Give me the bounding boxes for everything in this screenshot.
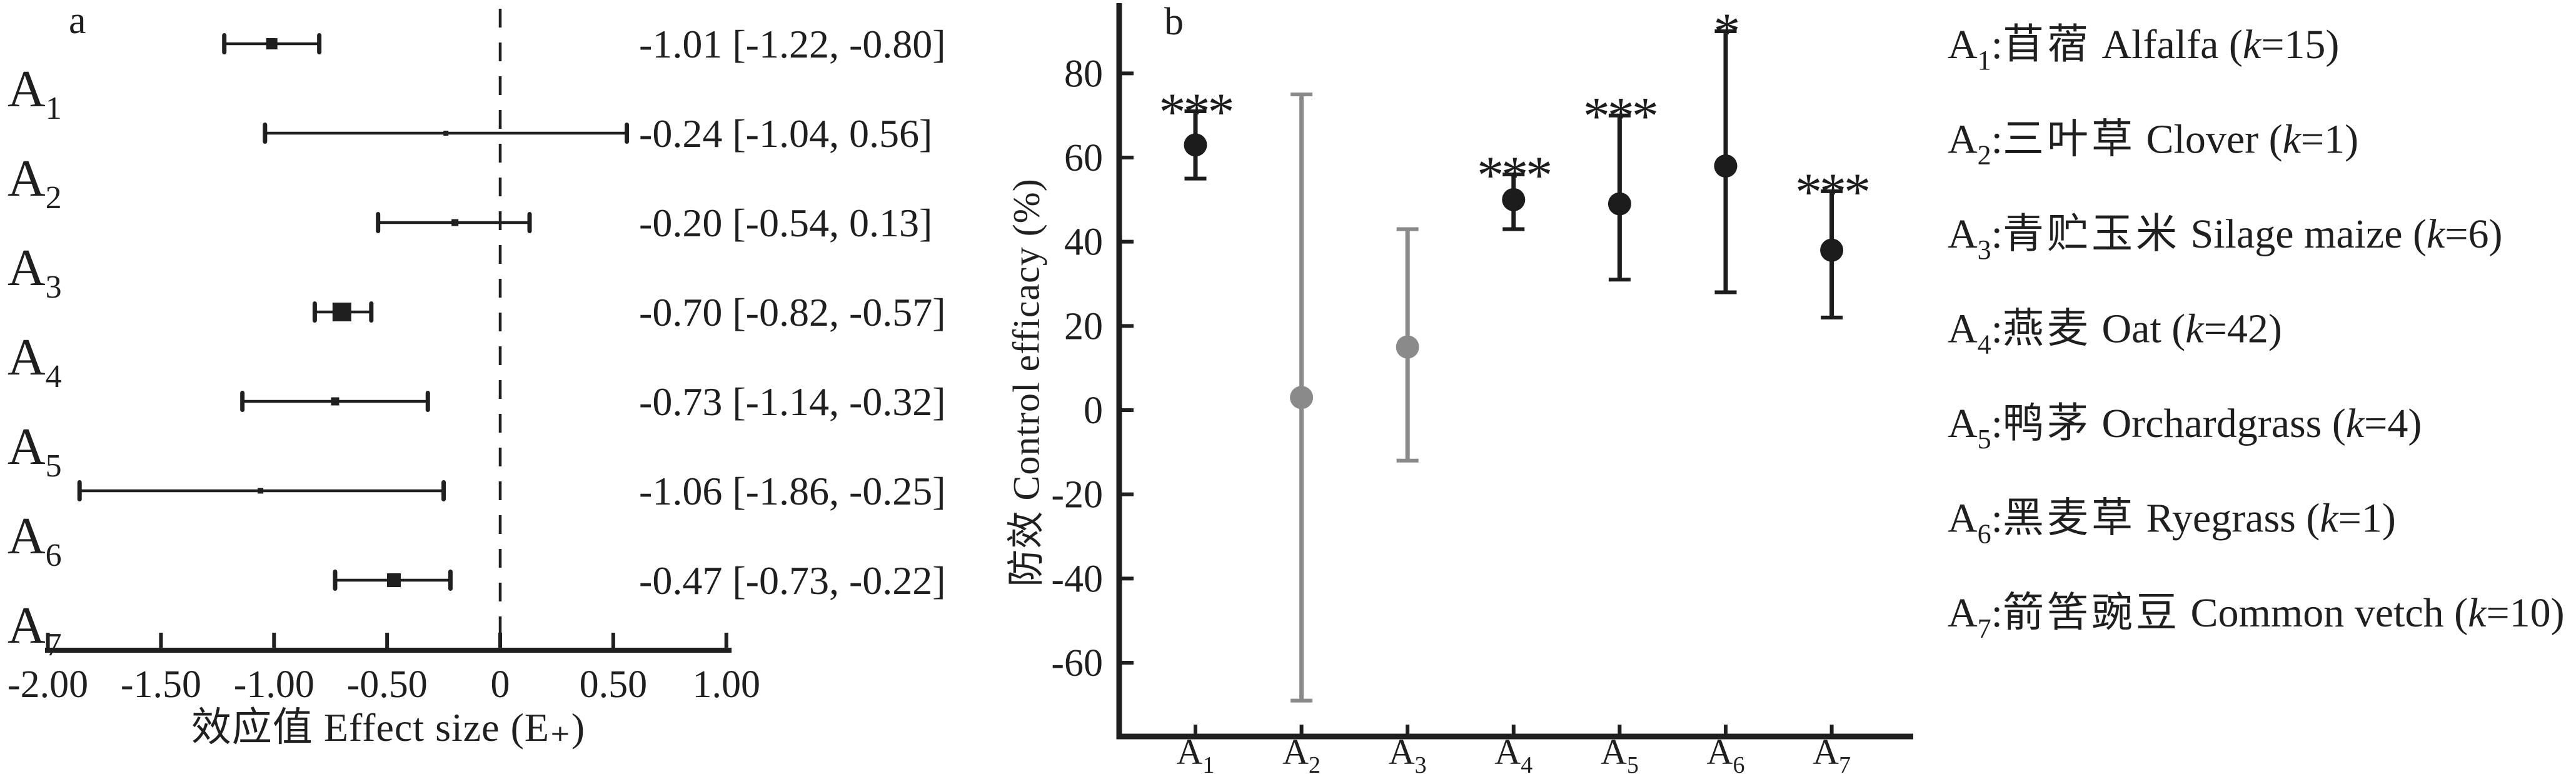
mean-dot-marker (1714, 154, 1738, 178)
panel-b-y-tick-label: 0 (1084, 390, 1103, 432)
significance-stars: *** (1477, 145, 1550, 205)
forest-row-label: A3 (8, 239, 62, 305)
panel-a-x-tick-label: -2.00 (8, 663, 88, 706)
forest-row-A6: A6 -1.06 [-1.86, -0.25] (8, 469, 946, 573)
mean-square-marker (331, 397, 340, 406)
legend-item-A6: A6:黑麦草 Ryegrass (k=1) (1948, 496, 2396, 550)
mean-dot-marker (1290, 386, 1314, 410)
forest-row-label: A4 (8, 328, 62, 395)
mean-square-marker (332, 303, 351, 321)
significance-stars: *** (1795, 162, 1868, 222)
panel-b-y-tick-label: -20 (1051, 474, 1103, 516)
panel-b-y-tick-label: 80 (1064, 53, 1103, 95)
forest-ci-text: -0.70 [-0.82, -0.57] (639, 290, 946, 334)
mean-square-marker (451, 219, 459, 226)
forest-row-label: A1 (8, 60, 62, 126)
mean-square-marker (443, 131, 449, 136)
mean-square-marker (258, 488, 264, 494)
legend-item-A2: A2:三叶草 Clover (k=1) (1948, 117, 2358, 171)
significance-stars: *** (1583, 86, 1656, 146)
panel-a-x-tick-label: 0 (491, 663, 510, 706)
efficacy-point-A3 (1396, 227, 1419, 463)
forest-row-label: A2 (8, 149, 62, 216)
significance-stars: *** (1159, 82, 1232, 142)
forest-row-A7: A7 -0.47 [-0.73, -0.22] (8, 558, 946, 663)
panel-a-forest-plot: -2.00 -1.50 -1.00 -0.50 0 0.50 1.00 A1 -1.01 [-1… (8, 9, 946, 706)
panel-b-letter: b (1164, 1, 1184, 43)
significance-stars: * (1714, 2, 1738, 62)
panel-b-y-tick-label: 20 (1064, 305, 1103, 348)
efficacy-point-A2 (1290, 93, 1314, 703)
panel-b-y-tick-label: -60 (1051, 642, 1103, 685)
panel-a-x-axis-title: 效应值 Effect size (E₊) (191, 705, 586, 750)
efficacy-point-A7: *** (1795, 162, 1871, 319)
mean-dot-marker (1396, 335, 1419, 359)
panel-b-y-tick-label: 40 (1064, 221, 1103, 264)
panel-b-category-label: A2 (1282, 731, 1321, 774)
panel-b-category-label: A1 (1177, 731, 1215, 774)
panel-b-category-label: A7 (1813, 731, 1851, 774)
panel-b-y-axis-title: 防效 Control efficacy (%) (1005, 178, 1047, 587)
legend-item-A7: A7:箭筈豌豆 Common vetch (k=10) (1948, 590, 2565, 644)
forest-ci-text: -1.06 [-1.86, -0.25] (639, 469, 946, 513)
panel-a-x-tick-label: -1.50 (121, 663, 201, 706)
efficacy-point-A5: *** (1583, 86, 1659, 282)
legend-item-A4: A4:燕麦 Oat (k=42) (1948, 306, 2282, 360)
panel-b-category-label: A5 (1601, 731, 1639, 774)
forest-row-A1: A1 -1.01 [-1.22, -0.80] (8, 22, 946, 126)
forest-row-A2: A2 -0.24 [-1.04, 0.56] (8, 111, 932, 216)
forest-ci-text: -0.20 [-0.54, 0.13] (639, 201, 932, 245)
panel-b-category-label: A6 (1707, 731, 1745, 774)
efficacy-point-A6: * (1714, 2, 1741, 294)
mean-square-marker (266, 38, 278, 49)
legend: A1:苜蓿 Alfalfa (k=15) A2:三叶草 Clover (k=1) A… (1948, 22, 2565, 644)
forest-ci-text: -0.47 [-0.73, -0.22] (639, 558, 946, 603)
panel-a-x-tick-label: 0.50 (580, 663, 648, 706)
legend-item-A3: A3:青贮玉米 Silage maize (k=6) (1948, 211, 2503, 265)
efficacy-point-A4: *** (1477, 145, 1552, 231)
panel-b-category-label: A3 (1389, 731, 1427, 774)
forest-row-A4: A4 -0.70 [-0.82, -0.57] (8, 290, 946, 395)
forest-row-A3: A3 -0.20 [-0.54, 0.13] (8, 201, 932, 305)
forest-row-label: A5 (8, 418, 62, 484)
panel-b-y-tick-label: 60 (1064, 137, 1103, 179)
forest-ci-text: -0.24 [-1.04, 0.56] (639, 111, 932, 156)
mean-dot-marker (1184, 133, 1207, 157)
panel-b-category-label: A4 (1494, 731, 1532, 774)
efficacy-point-A1: *** (1159, 82, 1235, 181)
forest-row-label: A6 (8, 507, 62, 573)
panel-a-x-tick-label: 1.00 (692, 663, 760, 706)
mean-dot-marker (1607, 192, 1631, 216)
legend-item-A5: A5:鸭茅 Orchardgrass (k=4) (1948, 401, 2422, 455)
mean-square-marker (387, 573, 401, 587)
forest-row-A5: A5 -0.73 [-1.14, -0.32] (8, 379, 946, 484)
forest-ci-text: -1.01 [-1.22, -0.80] (639, 22, 946, 66)
panel-a-x-tick-label: -1.00 (234, 663, 314, 706)
panel-b-y-tick-label: -40 (1051, 558, 1103, 600)
forest-row-label: A7 (8, 596, 62, 663)
panel-a-letter: a (69, 0, 86, 42)
legend-item-A1: A1:苜蓿 Alfalfa (k=15) (1948, 22, 2339, 76)
panel-a-x-tick-label: -0.50 (347, 663, 428, 706)
mean-dot-marker (1820, 238, 1844, 262)
forest-ci-text: -0.73 [-1.14, -0.32] (639, 379, 946, 424)
mean-dot-marker (1502, 188, 1526, 211)
